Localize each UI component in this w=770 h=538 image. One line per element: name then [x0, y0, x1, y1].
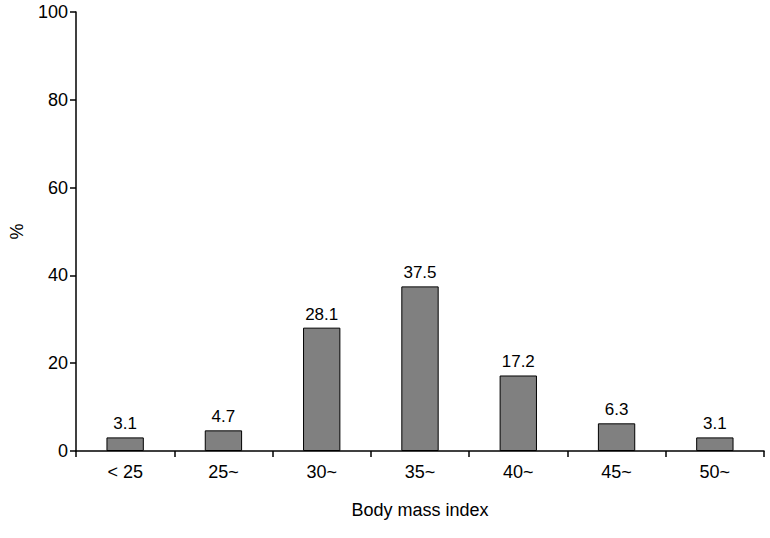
svg-text:80: 80	[48, 90, 68, 110]
svg-text:25~: 25~	[208, 462, 239, 482]
svg-text:60: 60	[48, 178, 68, 198]
svg-text:45~: 45~	[601, 462, 632, 482]
svg-text:20: 20	[48, 353, 68, 373]
svg-text:50~: 50~	[700, 462, 731, 482]
svg-text:40~: 40~	[503, 462, 534, 482]
svg-text:35~: 35~	[405, 462, 436, 482]
svg-text:100: 100	[38, 2, 68, 22]
svg-text:28.1: 28.1	[305, 305, 338, 324]
svg-text:4.7: 4.7	[212, 407, 236, 426]
svg-text:30~: 30~	[306, 462, 337, 482]
svg-text:%: %	[7, 223, 27, 239]
svg-text:6.3: 6.3	[605, 400, 629, 419]
svg-text:< 25: < 25	[107, 462, 143, 482]
svg-text:3.1: 3.1	[113, 414, 137, 433]
svg-text:Body mass index: Body mass index	[351, 500, 488, 520]
svg-text:0: 0	[58, 441, 68, 461]
svg-text:37.5: 37.5	[403, 263, 436, 282]
svg-text:3.1: 3.1	[703, 414, 727, 433]
svg-text:40: 40	[48, 265, 68, 285]
svg-text:17.2: 17.2	[502, 352, 535, 371]
